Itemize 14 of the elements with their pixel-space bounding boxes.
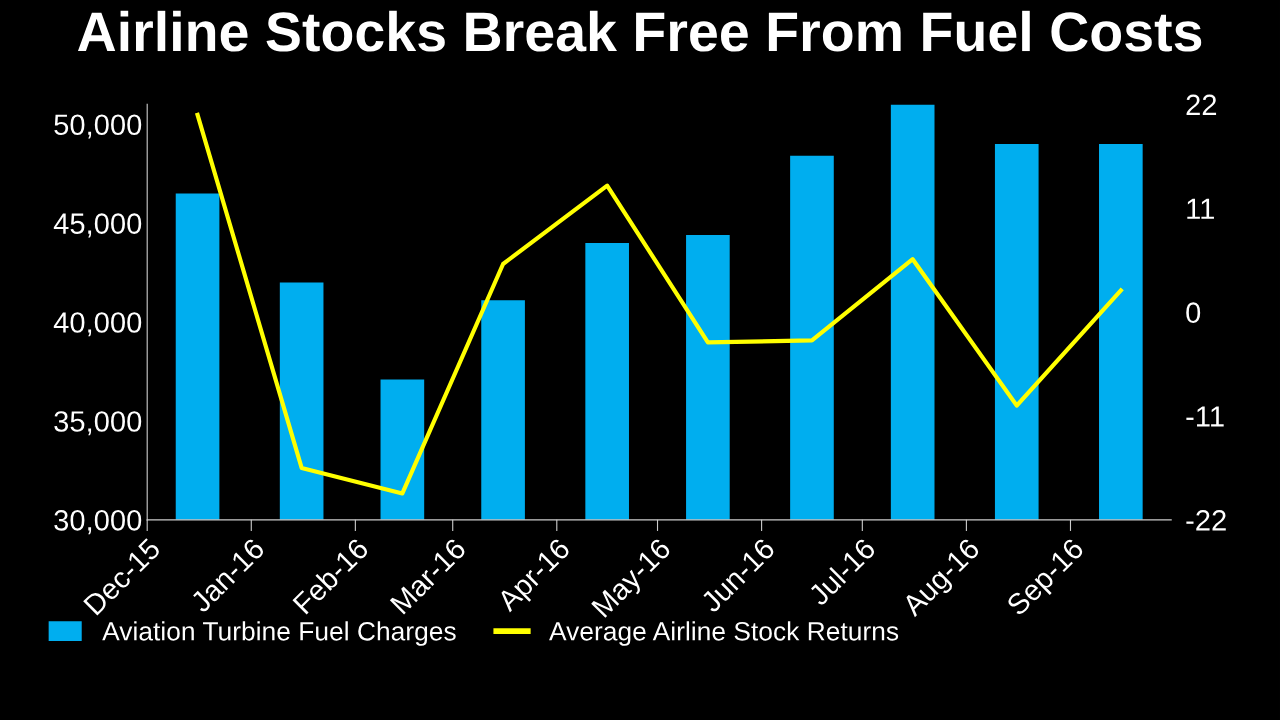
y2-tick-label: -11 bbox=[1186, 406, 1224, 427]
legend-label: Average Airline Stock Returns bbox=[549, 621, 899, 646]
y2-tick-label: 22 bbox=[1186, 94, 1217, 115]
y-tick-label: 50,000 bbox=[54, 114, 142, 139]
y-tick-label: 35,000 bbox=[54, 411, 142, 436]
legend-label: Aviation Turbine Fuel Charges bbox=[102, 621, 456, 646]
y2-tick-label: 11 bbox=[1187, 198, 1214, 219]
chart-title: Airline Stocks Break Free From Fuel Costs bbox=[77, 10, 1202, 52]
y-tick-label: 30,000 bbox=[54, 510, 142, 535]
y2-tick-label: -22 bbox=[1186, 510, 1226, 531]
y-tick-label: 45,000 bbox=[53, 213, 142, 238]
y-tick-label: 40,000 bbox=[53, 312, 142, 337]
line-series bbox=[195, 112, 1123, 496]
y2-tick-label: 0 bbox=[1186, 302, 1201, 323]
